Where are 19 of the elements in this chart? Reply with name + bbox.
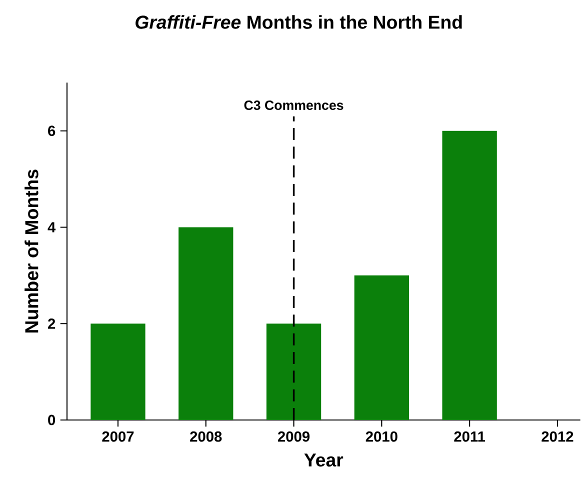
- x-axis-title: Year: [304, 454, 344, 467]
- y-tick-label: 2: [48, 318, 56, 329]
- bar: [266, 324, 322, 420]
- chart-title: Graffiti-Free Months in the North End: [136, 15, 462, 29]
- y-tick-label: 0: [48, 414, 56, 426]
- bar: [90, 324, 146, 420]
- x-tick-label: 2009: [278, 431, 310, 442]
- bar: [178, 227, 234, 420]
- x-tick-label: 2007: [102, 431, 134, 442]
- y-axis-title: Number of Months: [24, 170, 38, 333]
- ref-line-label: C3 Commences: [244, 100, 344, 110]
- x-tick-label: 2010: [366, 431, 398, 442]
- x-tick-label: 2008: [190, 431, 222, 442]
- y-tick-label: 4: [48, 222, 56, 232]
- bar: [354, 275, 410, 420]
- bar: [442, 130, 497, 420]
- x-tick-label: 2012: [542, 431, 574, 442]
- x-tick-label: 2011: [454, 431, 486, 442]
- y-tick-label: 6: [48, 126, 56, 136]
